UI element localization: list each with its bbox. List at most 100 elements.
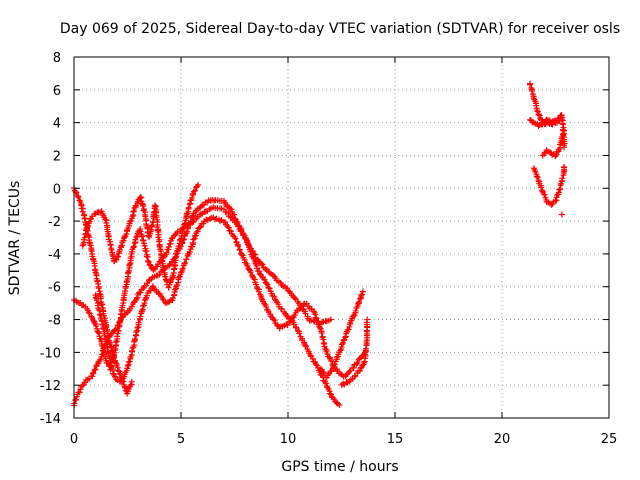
data-point: [172, 286, 179, 293]
data-point: [127, 218, 134, 225]
y-tick-label: 0: [53, 182, 61, 197]
data-point: [254, 265, 261, 272]
data-point: [165, 243, 172, 250]
x-tick-label: 20: [494, 432, 511, 447]
data-point: [278, 305, 285, 312]
data-point: [175, 274, 182, 281]
y-tick-label: 6: [53, 84, 61, 99]
data-point: [124, 362, 131, 369]
data-point: [231, 211, 238, 218]
data-point: [130, 244, 137, 251]
data-point: [149, 222, 156, 229]
y-tick-label: 8: [53, 51, 61, 66]
data-point: [247, 269, 254, 276]
data-point: [247, 248, 254, 255]
data-point: [132, 336, 139, 343]
x-axis-label: GPS time / hours: [281, 459, 398, 475]
data-point: [309, 355, 316, 362]
data-point: [121, 234, 128, 241]
data-point: [129, 347, 135, 354]
data-point: [357, 295, 364, 302]
data-point: [167, 279, 174, 286]
data-point: [271, 317, 278, 324]
data-point: [361, 359, 368, 366]
data-point: [190, 188, 197, 195]
grid: [74, 57, 609, 418]
y-tick-label: 2: [53, 149, 61, 164]
data-point: [541, 191, 548, 198]
data-point: [330, 365, 337, 372]
data-point: [326, 354, 333, 361]
data-point: [181, 260, 188, 267]
data-point: [76, 389, 83, 396]
data-point: [561, 163, 568, 170]
x-tick-label: 25: [601, 432, 618, 447]
data-point: [345, 326, 352, 333]
data-point: [264, 281, 271, 288]
data-point: [163, 249, 170, 256]
data-point: [140, 240, 147, 247]
data-point: [340, 380, 347, 387]
data-point: [91, 319, 98, 326]
data-point: [189, 194, 196, 201]
data-point: [95, 285, 102, 292]
data-point: [177, 236, 184, 243]
data-point: [92, 366, 99, 373]
data-point: [175, 243, 182, 250]
data-point: [140, 203, 147, 210]
data-point: [227, 228, 234, 235]
data-point: [319, 319, 326, 326]
y-tick-label: -4: [48, 248, 61, 263]
data-point: [196, 224, 203, 231]
data-point: [92, 294, 99, 301]
data-point: [326, 390, 333, 397]
data-point: [96, 311, 103, 318]
data-point: [322, 346, 329, 353]
data-point: [98, 208, 105, 215]
data-point: [358, 291, 365, 298]
y-axis-label: SDTVAR / TECUs: [7, 181, 23, 296]
data-point: [108, 246, 115, 253]
data-point: [131, 243, 138, 250]
y-tick-label: 4: [53, 117, 61, 132]
chart-title: Day 069 of 2025, Sidereal Day-to-day VTE…: [60, 21, 620, 37]
data-point: [318, 329, 325, 336]
data-point: [184, 228, 191, 235]
data-point: [225, 209, 232, 216]
data-point: [168, 235, 175, 242]
data-point: [312, 314, 319, 321]
data-point: [284, 322, 291, 329]
data-point: [552, 153, 559, 160]
data-point: [116, 370, 123, 377]
data-point: [125, 267, 132, 274]
data-point: [115, 253, 122, 260]
data-point: [90, 369, 97, 376]
data-point: [263, 280, 270, 287]
data-point: [197, 223, 204, 230]
data-point: [181, 221, 188, 228]
data-point: [180, 224, 187, 231]
data-point: [133, 329, 140, 336]
data-point: [558, 211, 565, 218]
data-point: [358, 292, 365, 299]
data-point: [92, 269, 99, 276]
data-point: [291, 295, 298, 302]
data-point: [364, 316, 371, 323]
data-point: [150, 283, 157, 290]
data-point: [238, 251, 245, 258]
data-point: [258, 260, 265, 267]
data-point: [83, 227, 90, 234]
data-point: [331, 361, 338, 368]
data-point: [137, 289, 144, 296]
data-point: [96, 306, 103, 313]
data-point: [303, 343, 310, 350]
data-point: [261, 300, 268, 307]
data-point: [110, 370, 117, 377]
data-point: [561, 127, 568, 134]
data-point: [556, 186, 563, 193]
data-point: [312, 361, 319, 368]
x-tick-label: 15: [387, 432, 404, 447]
data-point: [266, 285, 273, 292]
data-point: [338, 341, 345, 348]
data-point: [75, 194, 82, 201]
